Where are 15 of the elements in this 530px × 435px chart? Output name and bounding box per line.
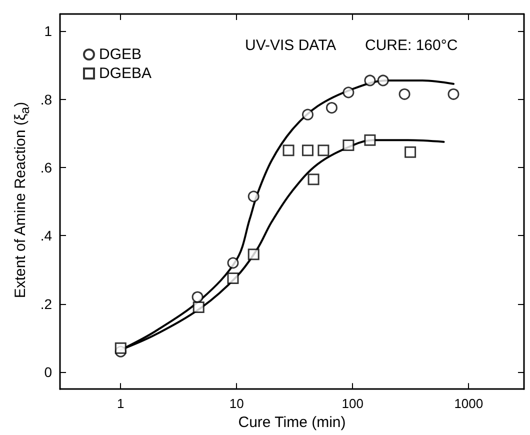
legend-label: DGEBA: [99, 65, 152, 82]
y-tick-label: .8: [40, 91, 52, 108]
x-tick-label: 1: [117, 396, 124, 412]
y-tick-label: .4: [40, 228, 52, 244]
y-tick-label: 1: [44, 23, 52, 40]
x-tick-label: 10: [229, 396, 244, 412]
y-tick-label: 0: [44, 364, 52, 380]
legend-label: DGEB: [99, 46, 142, 63]
x-tick-label: 100: [342, 396, 364, 412]
y-tick-label: .2: [40, 296, 52, 312]
x-tick-label: 1000: [454, 396, 484, 412]
annotation: UV-VIS DATA: [245, 37, 336, 54]
annotation: CURE: 160°C: [365, 37, 458, 54]
y-tick-label: .6: [40, 159, 52, 176]
x-axis-title: Cure Time (min): [238, 414, 346, 431]
